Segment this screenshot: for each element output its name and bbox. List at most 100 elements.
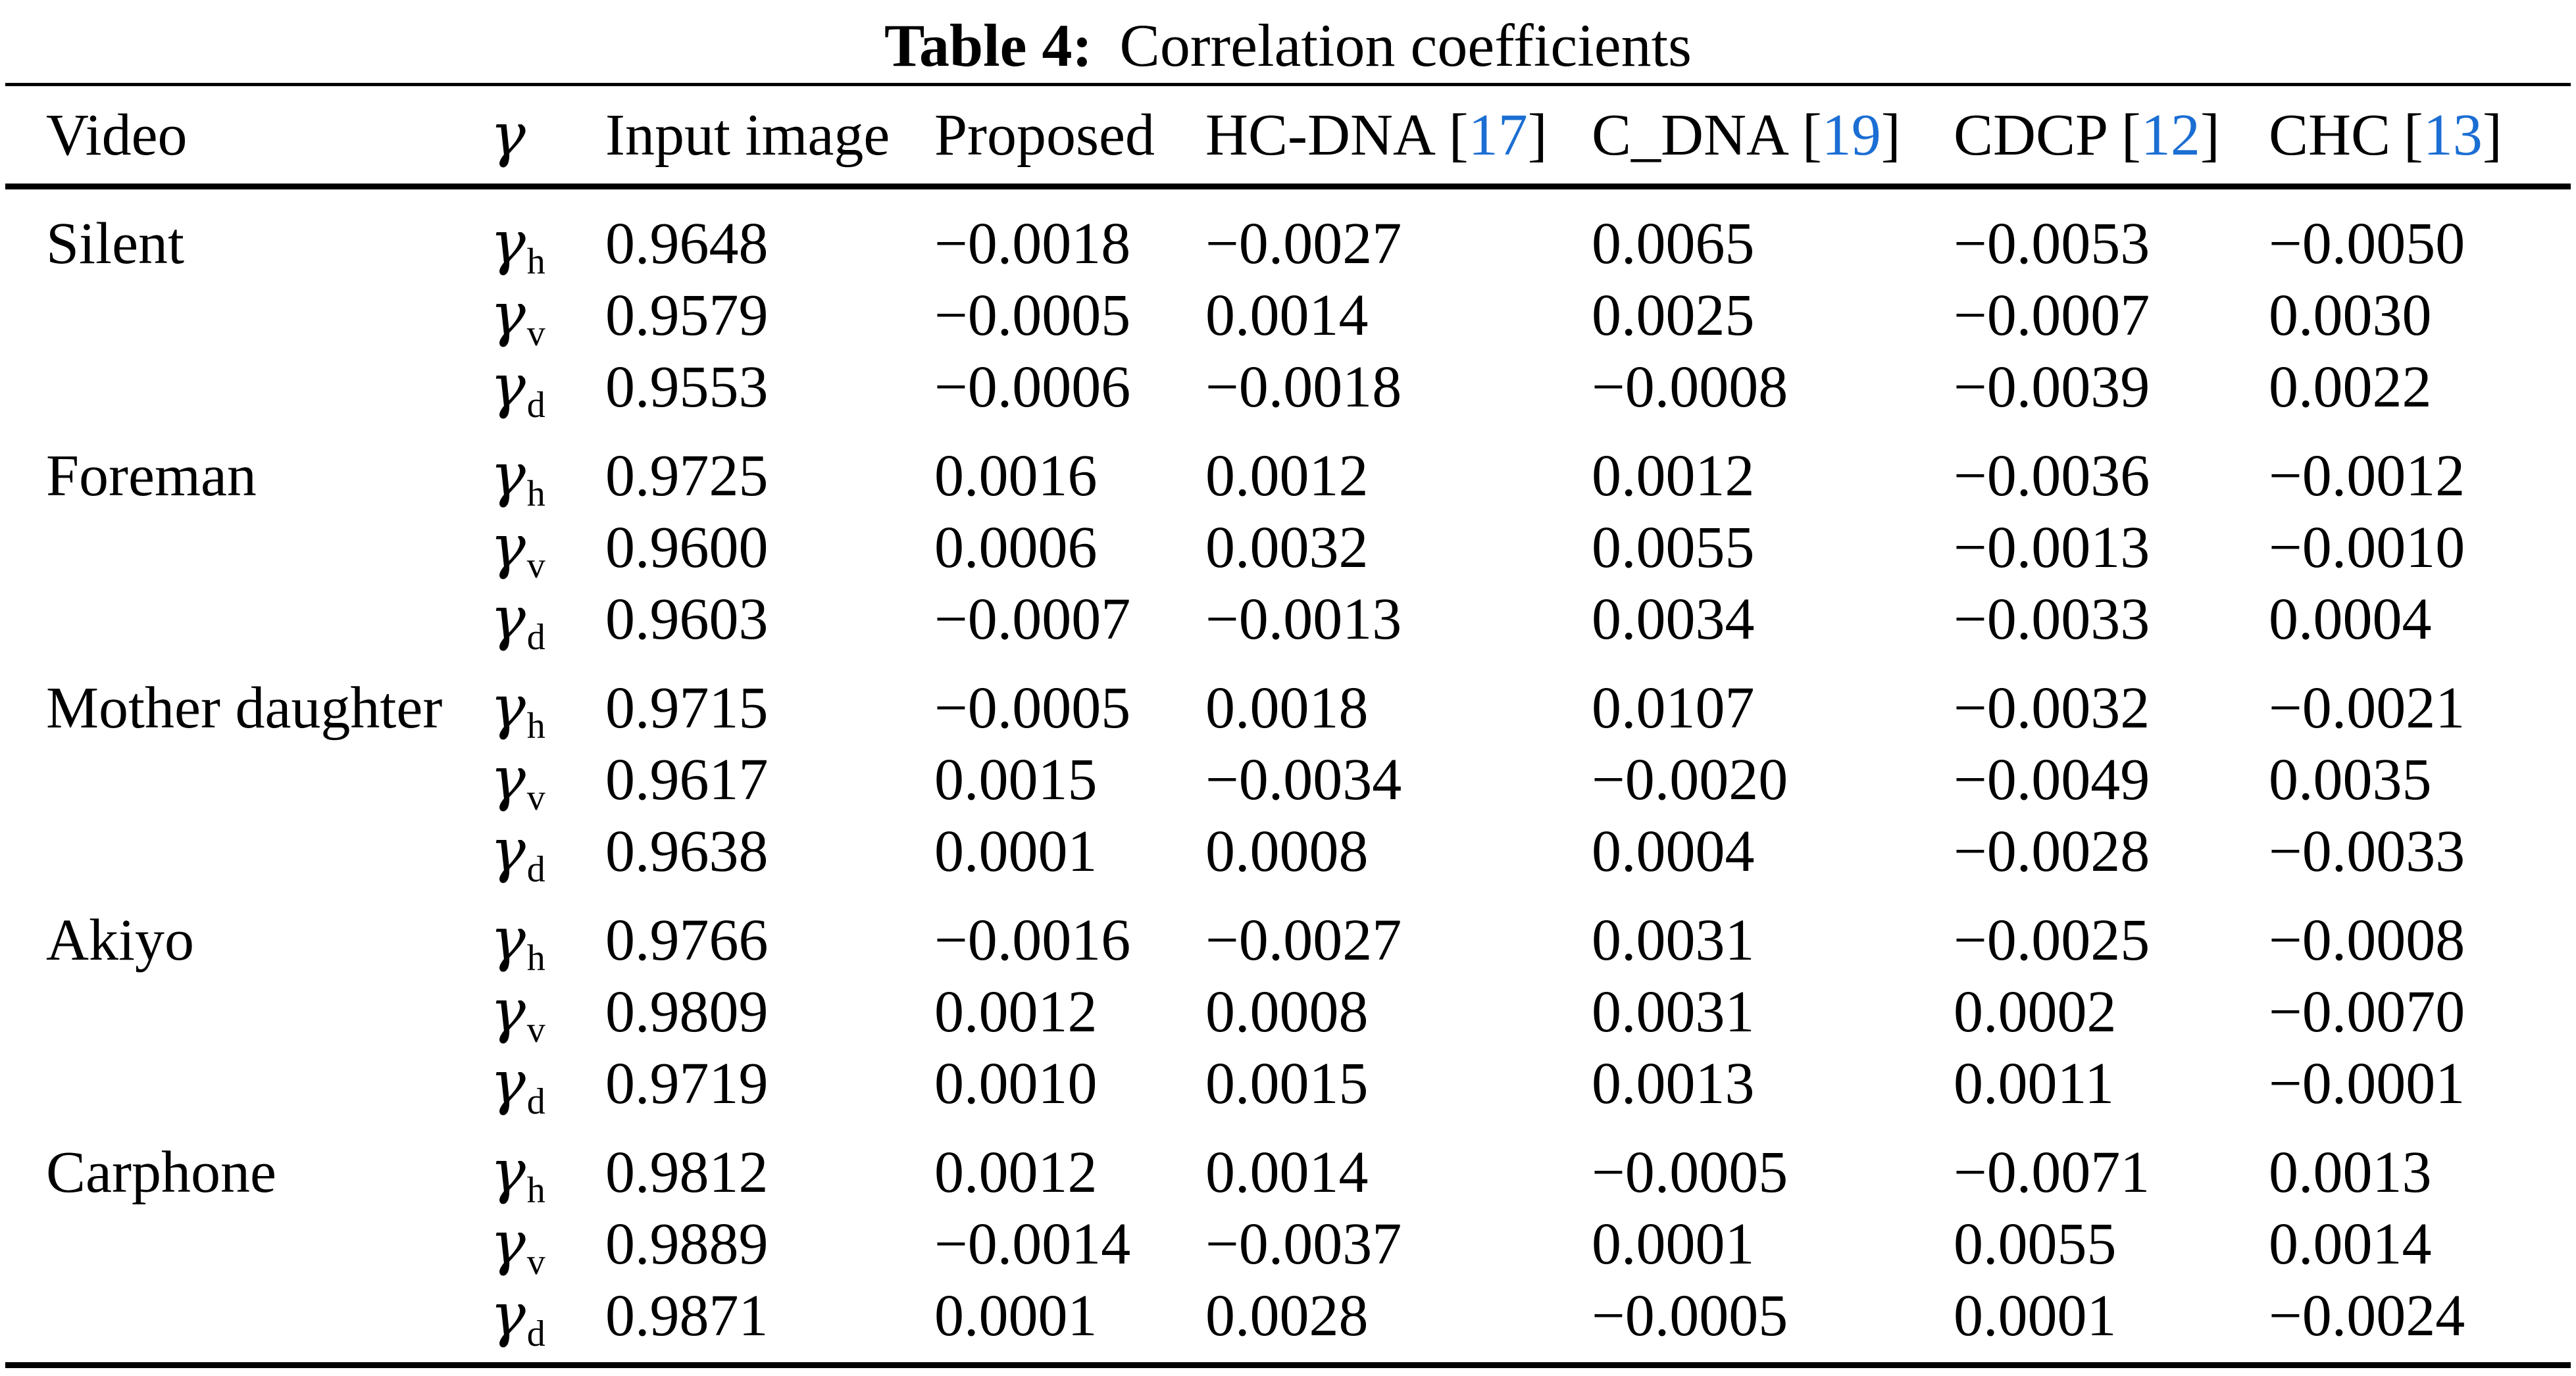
value-cell: 0.9889 (605, 1212, 769, 1277)
column-header-gamma: γ (490, 85, 605, 187)
value-cell: 0.0028 (1205, 1283, 1369, 1348)
value-cell: −0.0039 (1954, 355, 2150, 420)
gamma-cell: γh (490, 887, 605, 979)
citation-bracket-open: [ (1802, 102, 1822, 168)
gamma-symbol: γ (490, 441, 526, 510)
value-cell: 0.9553 (605, 355, 769, 420)
gamma-symbol: γ (490, 512, 526, 581)
value-cell: 0.0055 (1592, 515, 1755, 580)
value-cell: 0.9617 (605, 747, 769, 812)
column-header-chc: CHC [13] (2269, 85, 2571, 187)
value-cell: 0.0022 (2269, 355, 2432, 420)
value-cell: 0.0012 (1592, 443, 1755, 508)
value-cell: −0.0033 (2269, 819, 2465, 884)
value-cell: −0.0001 (2269, 1051, 2465, 1116)
value-cell: 0.0015 (1205, 1051, 1369, 1116)
value-cell: 0.9719 (605, 1051, 769, 1116)
gamma-subscript: h (526, 706, 545, 747)
gamma-subscript: d (526, 1081, 545, 1122)
gamma-symbol: γ (490, 816, 526, 885)
value-cell: 0.0004 (2269, 587, 2432, 652)
table-caption-label: Table 4: (884, 12, 1093, 79)
value-cell: 0.9648 (605, 211, 769, 276)
citation-bracket-close: ] (2200, 102, 2220, 168)
gamma-cell: γv (490, 976, 605, 1048)
video-name-cell: Mother daughter (46, 676, 443, 741)
column-header-label: Video (46, 102, 188, 168)
citation-bracket-close: ] (1527, 102, 1548, 168)
video-name-cell (5, 1048, 490, 1119)
value-cell: 0.0030 (2269, 283, 2432, 348)
column-header-hc-dna: HC-DNA [17] (1205, 85, 1592, 187)
citation-link: [17] (1449, 103, 1548, 168)
value-cell: 0.9715 (605, 676, 769, 741)
gamma-cell: γd (490, 351, 605, 424)
citation-link: [12] (2121, 103, 2220, 168)
value-cell: −0.0025 (1954, 908, 2150, 973)
column-header-label: γ (490, 100, 526, 170)
column-header-c-dna: C_DNA [19] (1592, 85, 1954, 187)
value-cell: −0.0010 (2269, 515, 2465, 580)
video-name-cell (5, 512, 490, 583)
citation-number[interactable]: 12 (2140, 102, 2200, 168)
value-cell: −0.0005 (934, 676, 1131, 741)
gamma-symbol: γ (490, 584, 526, 653)
citation-number[interactable]: 19 (1821, 102, 1881, 168)
gamma-symbol: γ (490, 209, 526, 278)
gamma-symbol: γ (490, 977, 526, 1046)
column-header-label: C_DNA (1592, 102, 1790, 168)
gamma-subscript: v (526, 777, 545, 818)
gamma-subscript: h (526, 1170, 545, 1211)
value-cell: 0.9600 (605, 515, 769, 580)
correlation-table: Video γ Input image Proposed HC-DNA [17] C_DNA… (5, 83, 2571, 1368)
column-header-label: HC-DNA (1205, 102, 1436, 168)
gamma-symbol: γ (490, 1048, 526, 1118)
gamma-cell: γv (490, 744, 605, 816)
citation-number[interactable]: 13 (2423, 102, 2483, 168)
gamma-cell: γv (490, 512, 605, 584)
citation-bracket-open: [ (2403, 102, 2423, 168)
table-row: γv 0.9809 0.0012 0.0008 0.0031 0.0002 −0.0070 (5, 976, 2571, 1048)
value-cell: 0.0006 (934, 515, 1098, 580)
value-cell: 0.0018 (1205, 676, 1369, 741)
gamma-symbol: γ (490, 673, 526, 742)
value-cell: 0.9638 (605, 819, 769, 884)
value-cell: 0.0014 (1205, 283, 1369, 348)
table-row: γv 0.9600 0.0006 0.0032 0.0055 −0.0013 −0.0010 (5, 512, 2571, 584)
gamma-cell: γh (490, 1119, 605, 1211)
video-name-cell: Foreman (46, 443, 257, 508)
video-name-cell: Carphone (46, 1140, 276, 1205)
value-cell: −0.0014 (934, 1212, 1131, 1277)
citation-bracket-close: ] (2482, 102, 2502, 168)
value-cell: −0.0007 (1954, 283, 2150, 348)
value-cell: 0.0015 (934, 747, 1098, 812)
gamma-symbol: γ (490, 1281, 526, 1350)
value-cell: −0.0018 (934, 211, 1131, 276)
gamma-subscript: h (526, 938, 545, 979)
gamma-subscript: v (526, 1242, 545, 1283)
table-header-row: Video γ Input image Proposed HC-DNA [17] C_DNA… (5, 85, 2571, 187)
gamma-subscript: v (526, 313, 545, 354)
value-cell: 0.9812 (605, 1140, 769, 1205)
gamma-cell: γv (490, 280, 605, 354)
value-cell: 0.0031 (1592, 908, 1755, 973)
table-body: Silent γh 0.9648 −0.0018 −0.0027 0.0065 −0.005… (5, 187, 2571, 1365)
column-header-input-image: Input image (605, 85, 934, 187)
citation-link: [19] (1802, 103, 1901, 168)
value-cell: −0.0007 (934, 587, 1131, 652)
table-row: γd 0.9871 0.0001 0.0028 −0.0005 0.0001 −0.0024 (5, 1280, 2571, 1365)
video-name-cell (5, 1208, 490, 1280)
value-cell: 0.0065 (1592, 211, 1755, 276)
table-row: γv 0.9617 0.0015 −0.0034 −0.0020 −0.0049 0.003… (5, 744, 2571, 816)
value-cell: 0.0002 (1954, 979, 2117, 1044)
value-cell: 0.9766 (605, 908, 769, 973)
gamma-subscript: h (526, 241, 545, 282)
citation-number[interactable]: 17 (1468, 102, 1528, 168)
value-cell: 0.0001 (1592, 1212, 1755, 1277)
table-row: γd 0.9603 −0.0007 −0.0013 0.0034 −0.0033 0.000… (5, 583, 2571, 656)
gamma-subscript: d (526, 1314, 545, 1354)
column-header-video: Video (5, 85, 490, 187)
table-row: γd 0.9553 −0.0006 −0.0018 −0.0008 −0.0039 0.00… (5, 351, 2571, 424)
citation-link: [13] (2404, 103, 2502, 168)
